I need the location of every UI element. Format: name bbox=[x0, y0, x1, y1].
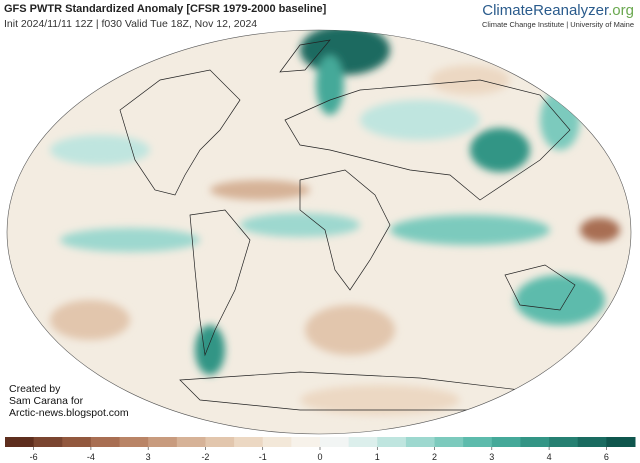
credit-line: Created by bbox=[9, 383, 61, 395]
colorbar-tick-label: 1 bbox=[375, 452, 380, 462]
colorbar-segment bbox=[119, 437, 149, 447]
colorbar-segment bbox=[234, 437, 264, 447]
credit-line: Arctic-news.blogspot.com bbox=[9, 407, 129, 419]
colorbar-tick-label: 4 bbox=[547, 452, 552, 462]
colorbar-segment bbox=[463, 437, 493, 447]
colorbar-segment bbox=[262, 437, 292, 447]
credit-line: Sam Carana for bbox=[9, 395, 84, 407]
colorbar: -6 -4 3 -2 -1 0 1 2 3 4 6 bbox=[5, 437, 636, 462]
colorbar-tick-label: 3 bbox=[146, 452, 151, 462]
colorbar-tick-label: -2 bbox=[201, 452, 209, 462]
logo: ClimateReanalyzer.org bbox=[482, 2, 634, 19]
institute: Climate Change Institute | University of… bbox=[482, 20, 634, 29]
colorbar-tick-label: -6 bbox=[30, 452, 38, 462]
colorbar-segment bbox=[90, 437, 121, 447]
logo-suffix: .org bbox=[608, 2, 634, 19]
title: GFS PWTR Standardized Anomaly [CFSR 1979… bbox=[4, 3, 327, 15]
colorbar-tick-label: 3 bbox=[489, 452, 494, 462]
colorbar-segment bbox=[520, 437, 550, 447]
colorbar-segment bbox=[62, 437, 92, 447]
colorbar-tick-label: 6 bbox=[604, 452, 609, 462]
colorbar-tick-label: -1 bbox=[259, 452, 267, 462]
colorbar-segment bbox=[405, 437, 436, 447]
colorbar-segment bbox=[205, 437, 235, 447]
colorbar-segment bbox=[291, 437, 321, 447]
colorbar-tick-label: 0 bbox=[317, 452, 322, 462]
colorbar-segment bbox=[320, 437, 350, 447]
colorbar-segment bbox=[577, 437, 607, 447]
colorbar-segment bbox=[5, 437, 35, 447]
colorbar-segment bbox=[377, 437, 407, 447]
colorbar-tick-label: 2 bbox=[432, 452, 437, 462]
colorbar-segment bbox=[33, 437, 63, 447]
colorbar-segment bbox=[348, 437, 378, 447]
colorbar-segment bbox=[148, 437, 178, 447]
colorbar-segment bbox=[549, 437, 579, 447]
colorbar-tick-label: -4 bbox=[87, 452, 95, 462]
colorbar-segment bbox=[176, 437, 206, 447]
map bbox=[6, 29, 632, 435]
subtitle: Init 2024/11/11 12Z | f030 Valid Tue 18Z… bbox=[4, 18, 257, 30]
colorbar-segment bbox=[606, 437, 636, 447]
logo-main: ClimateReanalyzer bbox=[482, 2, 609, 19]
colorbar-segment bbox=[434, 437, 464, 447]
colorbar-segment bbox=[491, 437, 521, 447]
